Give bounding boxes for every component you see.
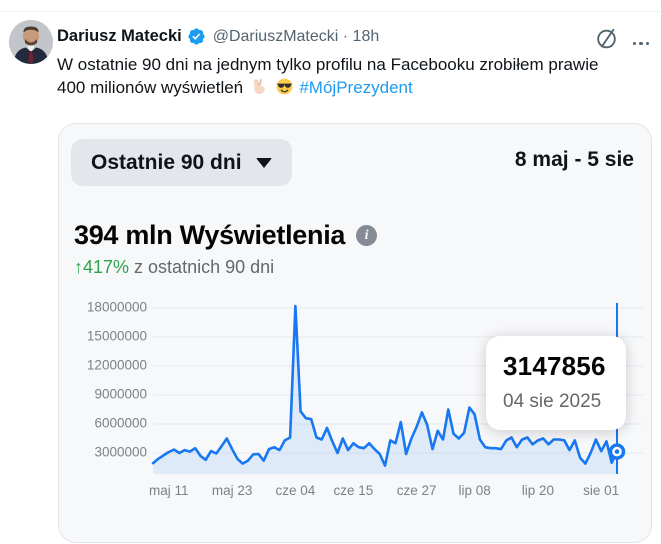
- sunglasses-face-emoji: [276, 78, 293, 95]
- info-icon[interactable]: i: [356, 225, 378, 246]
- svg-text:cze 27: cze 27: [397, 483, 437, 498]
- metric-row: 394 mln Wyświetlenia i: [74, 220, 378, 251]
- svg-text:cze 15: cze 15: [334, 483, 374, 498]
- change-caption: z ostatnich 90 dni: [129, 257, 275, 277]
- more-options-icon[interactable]: [632, 32, 649, 46]
- tweet-text: W ostatnie 90 dni na jednym tylko profil…: [57, 53, 649, 99]
- metric-title: 394 mln Wyświetlenia: [74, 220, 346, 250]
- svg-text:maj 11: maj 11: [149, 483, 189, 498]
- grok-icon[interactable]: [594, 26, 619, 51]
- svg-text:15000000: 15000000: [87, 329, 147, 344]
- display-name[interactable]: Dariusz Matecki: [57, 27, 182, 45]
- avatar[interactable]: [9, 20, 53, 64]
- svg-text:lip 20: lip 20: [522, 483, 554, 498]
- date-range-label: 8 maj - 5 sie: [514, 148, 634, 171]
- svg-text:6000000: 6000000: [94, 416, 147, 431]
- tooltip-date: 04 sie 2025: [503, 391, 602, 412]
- chart-tooltip: 3147856 04 sie 2025: [486, 336, 626, 430]
- tweet-text-line2: 400 milionów wyświetleń: [57, 78, 244, 97]
- victory-hand-emoji: [253, 78, 265, 95]
- handle-and-time[interactable]: @DariuszMatecki · 18h: [212, 27, 380, 45]
- tooltip-value: 3147856: [503, 351, 606, 381]
- svg-text:sie 01: sie 01: [583, 483, 619, 498]
- range-selector-label: Ostatnie 90 dni: [91, 150, 242, 174]
- change-percent: ↑417%: [74, 257, 130, 277]
- insights-card[interactable]: Ostatnie 90 dni 8 maj - 5 sie 394 mln Wy…: [58, 123, 652, 543]
- svg-text:18000000: 18000000: [87, 300, 147, 315]
- chevron-down-icon: [255, 157, 272, 168]
- tweet-header: Dariusz Matecki @DariuszMatecki · 18h: [57, 27, 379, 46]
- svg-text:3000000: 3000000: [94, 445, 147, 460]
- svg-text:9000000: 9000000: [94, 387, 147, 402]
- tweet-text-line1: W ostatnie 90 dni na jednym tylko profil…: [57, 55, 599, 74]
- tweet-top-divider: [0, 11, 661, 12]
- verified-badge-icon: [188, 28, 205, 45]
- svg-text:lip 08: lip 08: [458, 483, 490, 498]
- hashtag-link[interactable]: #MójPrezydent: [299, 78, 413, 97]
- metric-change: ↑417% z ostatnich 90 dni: [74, 257, 274, 278]
- svg-text:cze 04: cze 04: [276, 483, 316, 498]
- svg-text:12000000: 12000000: [87, 358, 147, 373]
- svg-text:maj 23: maj 23: [212, 483, 253, 498]
- avatar-portrait: [9, 20, 53, 64]
- range-selector-button[interactable]: Ostatnie 90 dni: [71, 139, 292, 186]
- tweet-header-actions: [594, 26, 649, 51]
